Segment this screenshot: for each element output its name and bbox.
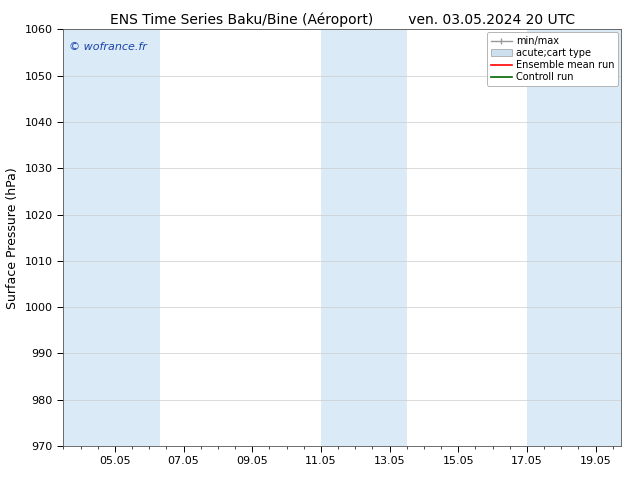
Bar: [527, 29, 621, 446]
Title: ENS Time Series Baku/Bine (Aéroport)        ven. 03.05.2024 20 UTC: ENS Time Series Baku/Bine (Aéroport) ven…: [110, 12, 575, 27]
Legend: min/max, acute;cart type, Ensemble mean run, Controll run: min/max, acute;cart type, Ensemble mean …: [487, 32, 618, 86]
Text: © wofrance.fr: © wofrance.fr: [69, 42, 147, 52]
Y-axis label: Surface Pressure (hPa): Surface Pressure (hPa): [6, 167, 19, 309]
Bar: [63, 29, 160, 446]
Bar: [321, 29, 407, 446]
